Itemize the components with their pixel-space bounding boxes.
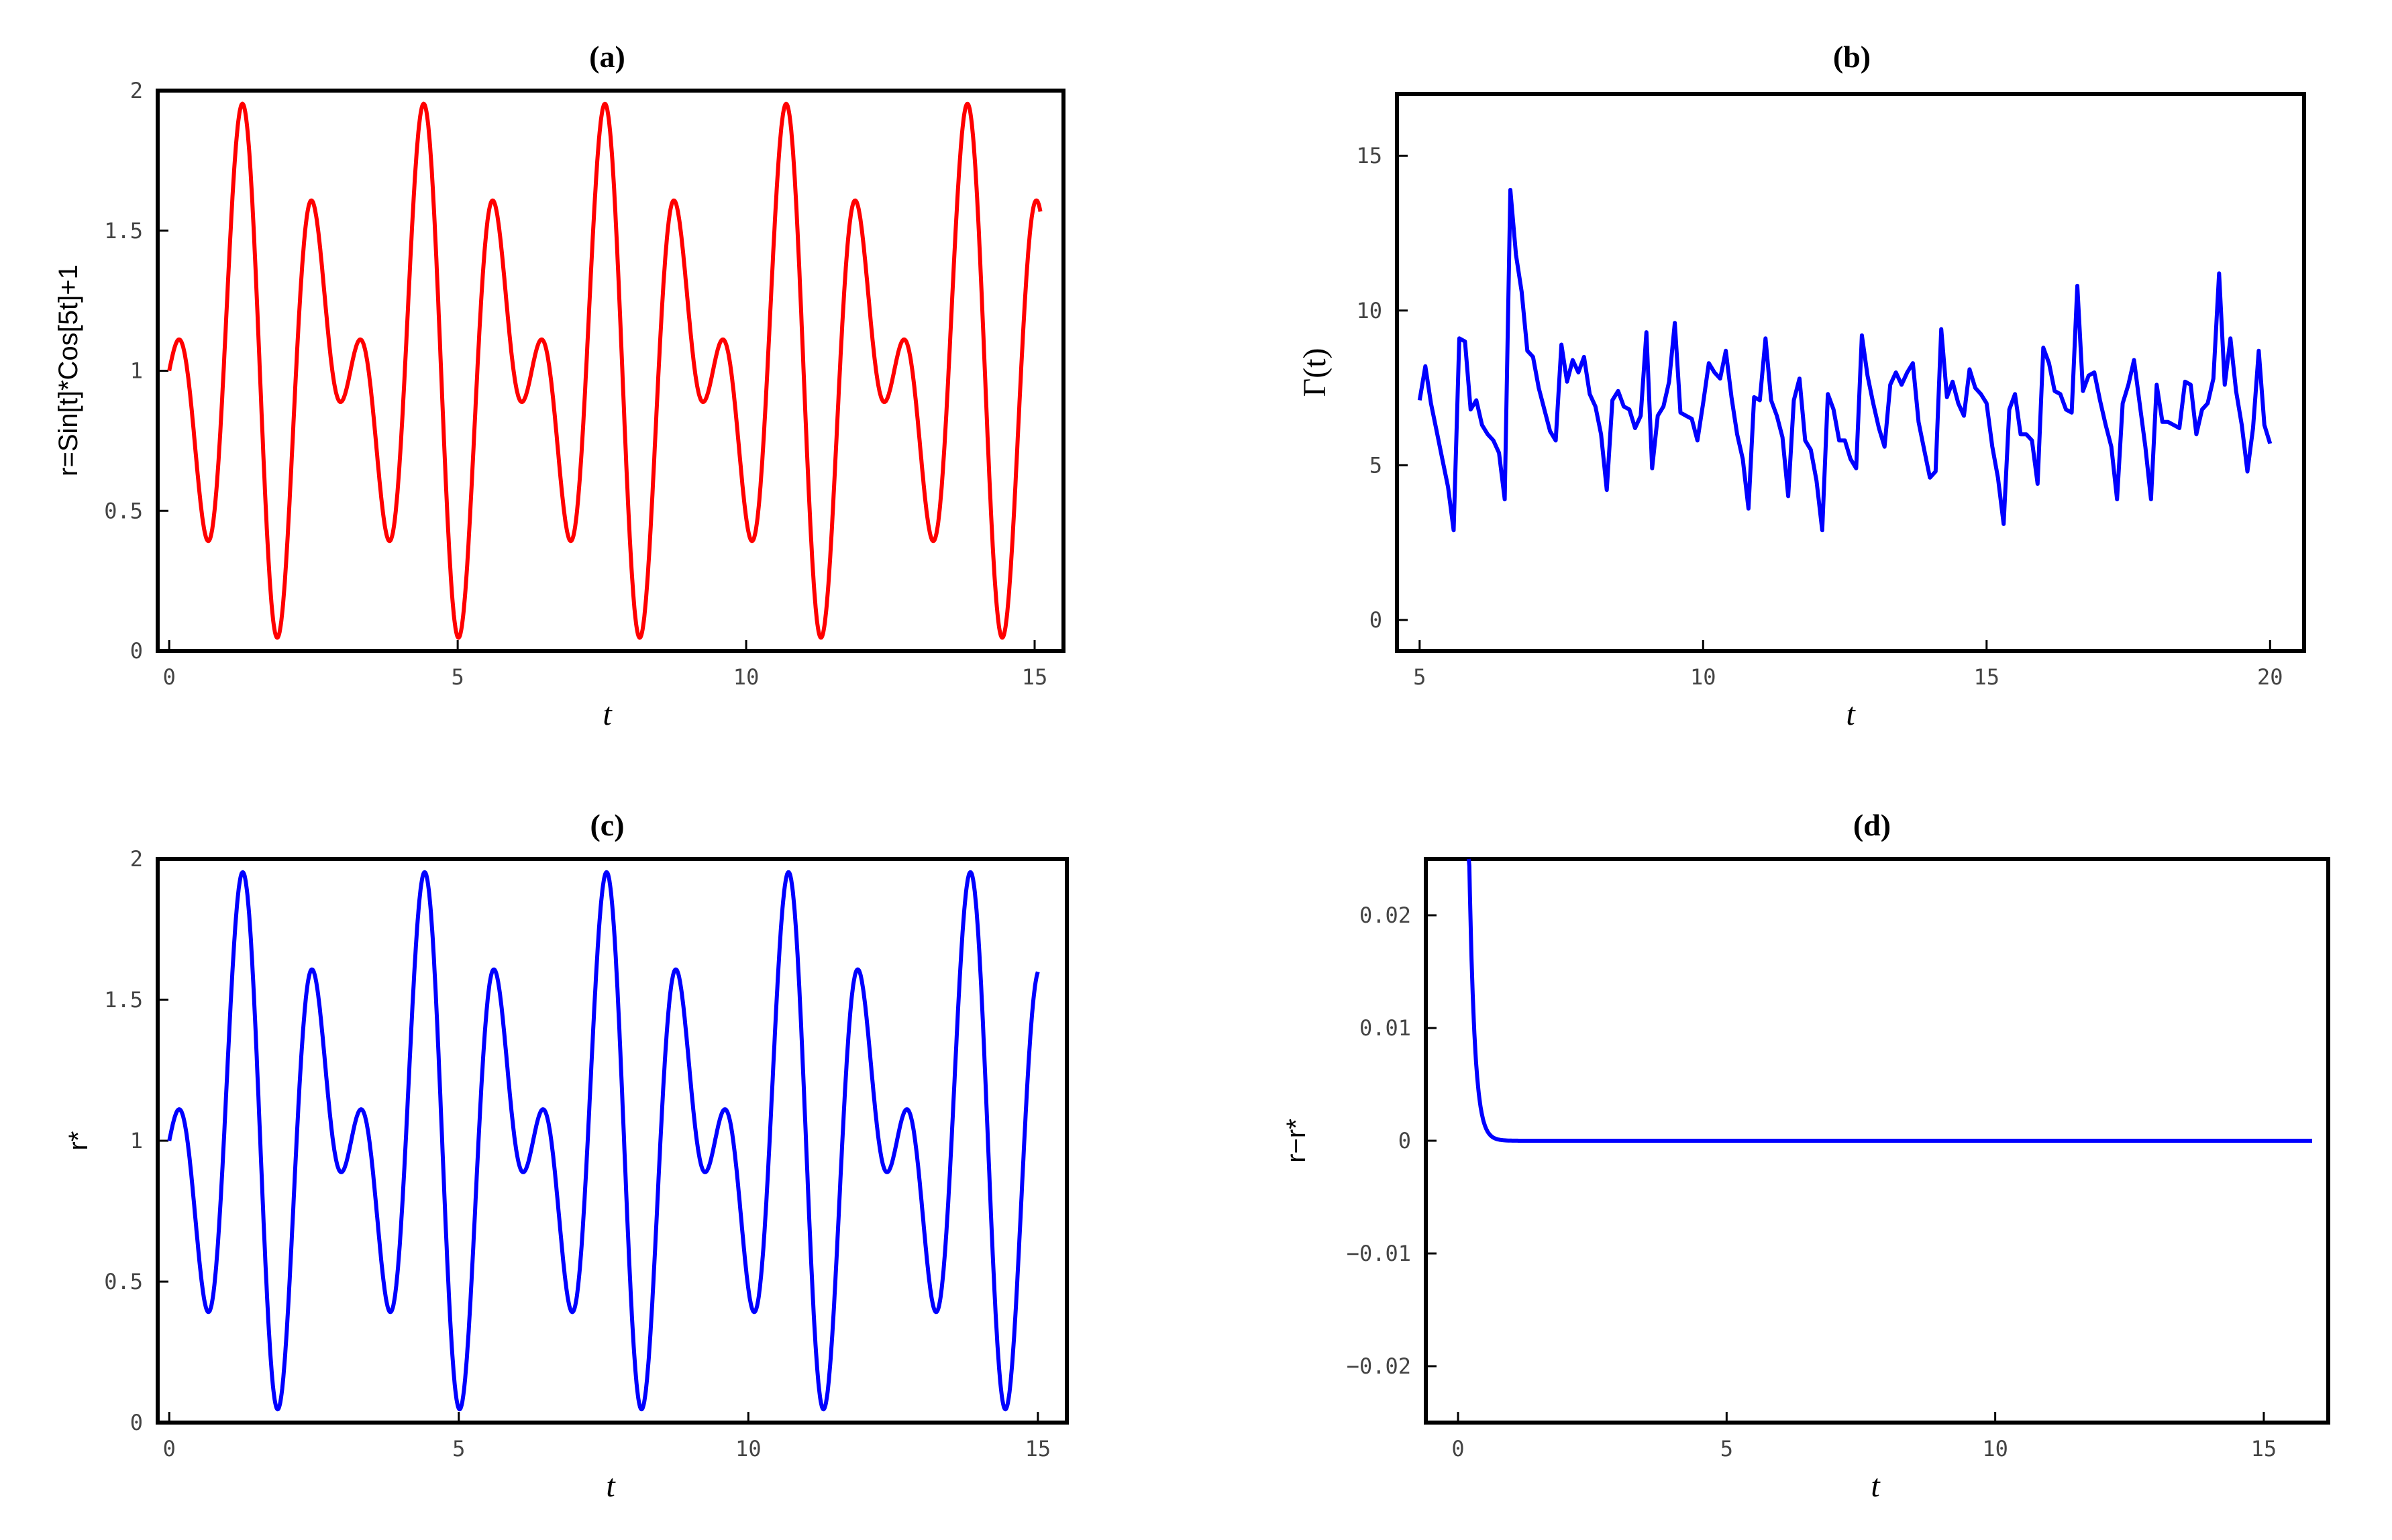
chart-b-series-line bbox=[1417, 187, 2273, 533]
chart-d-xtick-label: 0 bbox=[1451, 1436, 1464, 1461]
chart-c-xtick-label: 15 bbox=[1025, 1436, 1051, 1461]
chart-c-xtick-label: 0 bbox=[163, 1436, 176, 1461]
chart-c-ytick-label: 1 bbox=[130, 1128, 143, 1153]
chart-d-series-line bbox=[1467, 858, 2314, 1143]
chart-b-xtick-label: 15 bbox=[1974, 664, 2000, 690]
chart-b-xtick-label: 10 bbox=[1690, 664, 1716, 690]
chart-c-title: (c) bbox=[590, 808, 624, 842]
chart-b: (b) 0 5 10 15 5 10 15 20 t Γ(t) bbox=[1297, 40, 2306, 732]
chart-a-ytick-label: 0.5 bbox=[104, 498, 143, 523]
chart-c-xtick-label: 10 bbox=[735, 1436, 762, 1461]
chart-b-xlabel: t bbox=[1846, 697, 1856, 732]
chart-d-ytick-label: 0 bbox=[1398, 1128, 1411, 1153]
chart-b-title: (b) bbox=[1833, 40, 1871, 74]
chart-c-ytick-label: 0.5 bbox=[104, 1269, 143, 1294]
chart-a-ytick-label: 1.5 bbox=[104, 218, 143, 244]
chart-d: (d) −0.02 −0.01 0 0.01 0.02 0 5 10 15 t r−r* bbox=[1282, 808, 2330, 1504]
chart-d-title: (d) bbox=[1853, 808, 1891, 842]
chart-a-xtick-label: 0 bbox=[163, 664, 176, 690]
chart-b-xticks: 5 10 15 20 bbox=[1413, 640, 2283, 690]
chart-d-ytick-label: 0.01 bbox=[1359, 1015, 1411, 1041]
chart-d-xtick-label: 15 bbox=[2251, 1436, 2277, 1461]
chart-a-xtick-label: 15 bbox=[1022, 664, 1048, 690]
chart-b-frame bbox=[1395, 92, 2306, 653]
chart-c-yticks: 0 0.5 1 1.5 2 bbox=[104, 846, 168, 1435]
chart-b-ytick-label: 15 bbox=[1356, 143, 1382, 168]
chart-b-ytick-label: 0 bbox=[1369, 607, 1382, 633]
chart-a-ytick-label: 0 bbox=[130, 638, 143, 664]
chart-c: (c) 0 0.5 1 1.5 2 0 5 10 15 t r* bbox=[64, 808, 1069, 1504]
chart-a-xtick-label: 10 bbox=[733, 664, 760, 690]
chart-c-ytick-label: 0 bbox=[130, 1410, 143, 1435]
chart-b-ytick-label: 5 bbox=[1369, 452, 1382, 478]
chart-c-xticks: 0 5 10 15 bbox=[163, 1412, 1051, 1461]
chart-a: (a) 0 0.5 1 1.5 2 0 5 10 15 t r=Sin[t]*Cos[5t]+… bbox=[54, 40, 1065, 732]
chart-d-ytick-label: −0.01 bbox=[1347, 1241, 1411, 1266]
chart-a-frame bbox=[156, 89, 1065, 653]
chart-c-series-line bbox=[167, 870, 1040, 1412]
chart-a-xtick-label: 5 bbox=[452, 664, 464, 690]
chart-d-yticks: −0.02 −0.01 0 0.01 0.02 bbox=[1347, 903, 1437, 1379]
chart-b-ylabel: Γ(t) bbox=[1297, 348, 1333, 397]
chart-a-xticks: 0 5 10 15 bbox=[163, 640, 1048, 690]
chart-a-ytick-label: 2 bbox=[130, 78, 143, 103]
chart-c-ylabel: r* bbox=[64, 1131, 93, 1151]
chart-b-yticks: 0 5 10 15 bbox=[1356, 143, 1408, 633]
chart-d-xlabel: t bbox=[1871, 1468, 1881, 1504]
chart-d-xticks: 0 5 10 15 bbox=[1451, 1412, 2277, 1461]
chart-b-ytick-label: 10 bbox=[1356, 298, 1382, 323]
chart-c-xlabel: t bbox=[606, 1468, 616, 1504]
chart-c-ytick-label: 2 bbox=[130, 846, 143, 872]
chart-a-ytick-label: 1 bbox=[130, 358, 143, 384]
chart-d-ytick-label: 0.02 bbox=[1359, 903, 1411, 928]
chart-a-series-line bbox=[167, 101, 1043, 640]
chart-b-xtick-label: 5 bbox=[1413, 664, 1426, 690]
chart-a-xlabel: t bbox=[603, 697, 613, 732]
chart-a-yticks: 0 0.5 1 1.5 2 bbox=[104, 78, 168, 664]
chart-c-ytick-label: 1.5 bbox=[104, 987, 143, 1013]
chart-c-frame bbox=[156, 857, 1069, 1425]
chart-a-title: (a) bbox=[589, 40, 625, 74]
chart-d-ytick-label: −0.02 bbox=[1347, 1353, 1411, 1379]
chart-d-xtick-label: 10 bbox=[1982, 1436, 2008, 1461]
chart-a-ylabel: r=Sin[t]*Cos[5t]+1 bbox=[54, 264, 83, 476]
chart-c-xtick-label: 5 bbox=[452, 1436, 465, 1461]
chart-d-xtick-label: 5 bbox=[1720, 1436, 1733, 1461]
chart-b-xtick-label: 20 bbox=[2257, 664, 2283, 690]
chart-d-ylabel: r−r* bbox=[1282, 1119, 1311, 1163]
